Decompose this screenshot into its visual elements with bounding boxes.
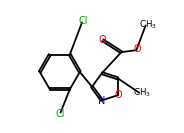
Text: CH$_3$: CH$_3$ <box>139 18 157 31</box>
Text: CH$_3$: CH$_3$ <box>133 86 151 99</box>
Text: O: O <box>115 90 122 100</box>
Text: Cl: Cl <box>79 16 88 26</box>
Text: O: O <box>98 35 106 45</box>
Text: Cl: Cl <box>55 109 65 119</box>
Text: N: N <box>98 96 106 106</box>
Text: O: O <box>133 44 141 54</box>
